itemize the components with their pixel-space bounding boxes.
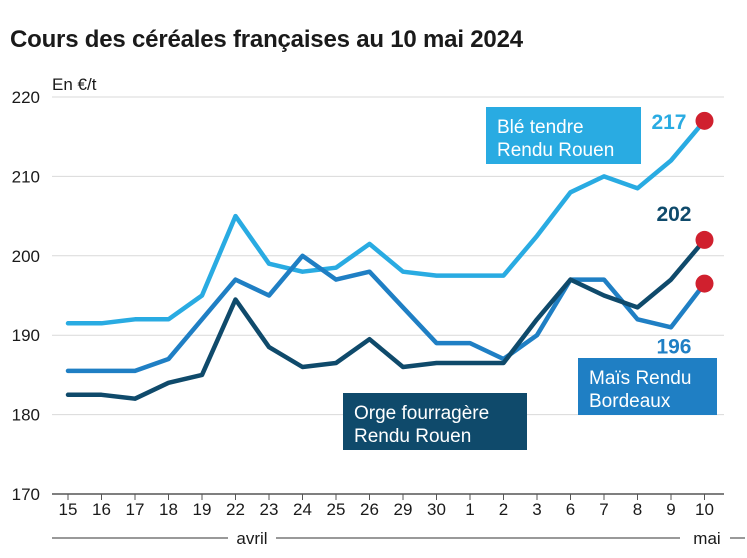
x-tick-label: 9 bbox=[666, 500, 675, 519]
x-tick-label: 6 bbox=[566, 500, 575, 519]
y-tick-label: 220 bbox=[12, 88, 40, 107]
end-marker-ble bbox=[695, 111, 714, 130]
chart-title: Cours des céréales françaises au 10 mai … bbox=[10, 26, 523, 53]
x-tick-labels: 15 16 17 18 19 22 23 24 25 26 29 30 1 2 3 6 7 8 9 10 bbox=[59, 494, 714, 519]
x-tick-label: 7 bbox=[599, 500, 608, 519]
x-tick-label: 3 bbox=[532, 500, 541, 519]
y-tick-label: 170 bbox=[12, 485, 40, 504]
month-label-mai: mai bbox=[693, 529, 720, 548]
series-label-orge-line2: Rendu Rouen bbox=[354, 426, 471, 447]
x-tick-label: 1 bbox=[465, 500, 474, 519]
series-label-box-orge bbox=[343, 393, 527, 450]
y-tick-label: 180 bbox=[12, 406, 40, 425]
x-tick-label: 29 bbox=[394, 500, 413, 519]
series-label-mais-line2: Bordeaux bbox=[589, 391, 671, 412]
x-tick-label: 26 bbox=[360, 500, 379, 519]
x-tick-label: 8 bbox=[633, 500, 642, 519]
series-line-orge bbox=[65, 237, 707, 401]
end-value-mais: 196 bbox=[656, 336, 691, 359]
x-tick-label: 2 bbox=[499, 500, 508, 519]
y-tick-label: 200 bbox=[12, 247, 40, 266]
series-lines bbox=[65, 118, 707, 401]
x-tick-label: 30 bbox=[427, 500, 446, 519]
x-tick-label: 22 bbox=[226, 500, 245, 519]
end-markers: 217 196 202 bbox=[651, 111, 714, 359]
x-tick-label: 25 bbox=[327, 500, 346, 519]
series-label-box-mais bbox=[578, 358, 717, 415]
end-value-ble: 217 bbox=[651, 111, 686, 134]
end-value-orge: 202 bbox=[656, 203, 691, 226]
x-tick-label: 16 bbox=[92, 500, 111, 519]
series-line-mais bbox=[65, 253, 707, 374]
y-tick-label: 210 bbox=[12, 167, 40, 186]
series-label-box-ble bbox=[486, 107, 641, 164]
x-tick-label: 19 bbox=[193, 500, 212, 519]
end-marker-orge bbox=[695, 230, 714, 249]
y-tick-label: 190 bbox=[12, 326, 40, 345]
y-tick-labels: 170 180 190 200 210 220 bbox=[12, 88, 40, 504]
month-label-avril: avril bbox=[236, 529, 267, 548]
series-line-ble bbox=[65, 118, 707, 326]
x-tick-label: 23 bbox=[260, 500, 279, 519]
x-tick-label: 18 bbox=[159, 500, 178, 519]
x-tick-label: 15 bbox=[59, 500, 78, 519]
series-label-mais-line1: Maïs Rendu bbox=[589, 368, 691, 389]
series-label-ble-line2: Rendu Rouen bbox=[497, 140, 614, 161]
x-tick-label: 17 bbox=[126, 500, 145, 519]
series-label-orge-line1: Orge fourragère bbox=[354, 403, 489, 424]
x-tick-label: 24 bbox=[293, 500, 312, 519]
month-axis: avril mai bbox=[52, 529, 745, 548]
x-tick-label: 10 bbox=[695, 500, 714, 519]
y-axis-label: En €/t bbox=[52, 75, 97, 94]
series-label-ble-line1: Blé tendre bbox=[497, 117, 584, 138]
end-marker-mais bbox=[695, 274, 714, 293]
